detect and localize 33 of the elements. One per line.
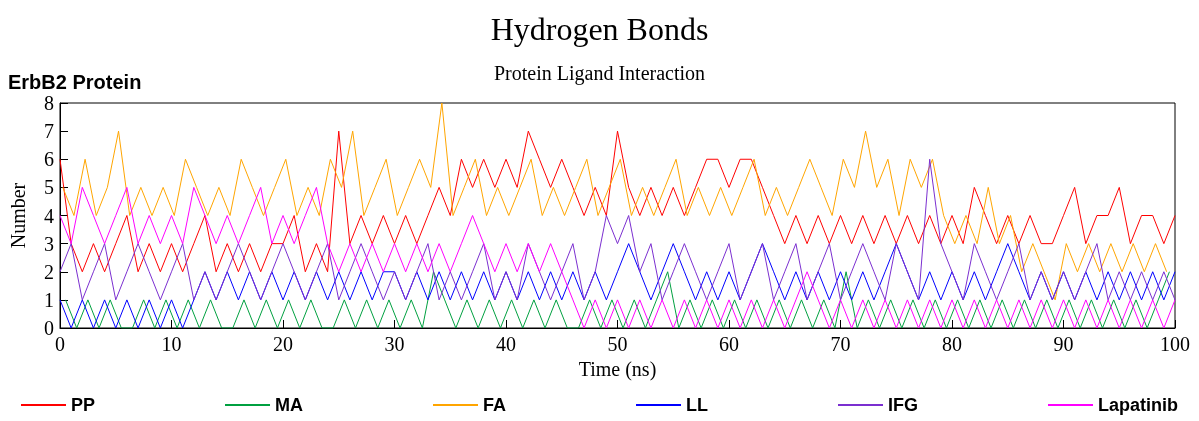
y-tick-label: 0 [44,317,54,339]
y-tick-label: 6 [44,148,54,171]
x-tick-label: 20 [273,333,293,355]
legend-label: LL [686,395,709,415]
y-axis-title: Number [7,182,29,249]
y-tick-label: 4 [44,204,54,227]
x-tick-label: 60 [719,333,739,355]
x-tick-label: 70 [830,333,851,355]
line-series [62,102,1168,301]
y-tick-label: 2 [44,260,54,283]
x-tick-label: 40 [496,333,516,355]
legend-label: Lapatinib [1098,395,1178,415]
line-series [59,158,1176,301]
x-tick-label: 50 [607,333,628,355]
x-axis-title: Time (ns) [578,357,657,381]
y-tick-label: 3 [44,232,54,255]
x-tick-label: 10 [161,333,182,355]
x-tick-label: 80 [942,333,962,355]
line-series [59,130,1176,273]
legend-label: MA [275,395,304,415]
x-tick-label: 100 [1160,333,1190,355]
x-tick-label: 90 [1053,333,1074,355]
chart-title: Hydrogen Bonds [490,11,709,47]
legend-label: FA [483,395,507,415]
chart-subtitle: Protein Ligand Interaction [493,62,706,85]
legend-label: IFG [888,395,918,415]
legend-label: PP [71,395,96,415]
text: ErbB2 Protein [8,71,142,93]
y-tick-label: 5 [44,176,54,199]
y-tick-label: 7 [44,120,54,143]
y-tick-label: 1 [44,288,54,311]
y-tick-label: 8 [44,92,54,114]
x-tick-label: 30 [384,333,405,355]
